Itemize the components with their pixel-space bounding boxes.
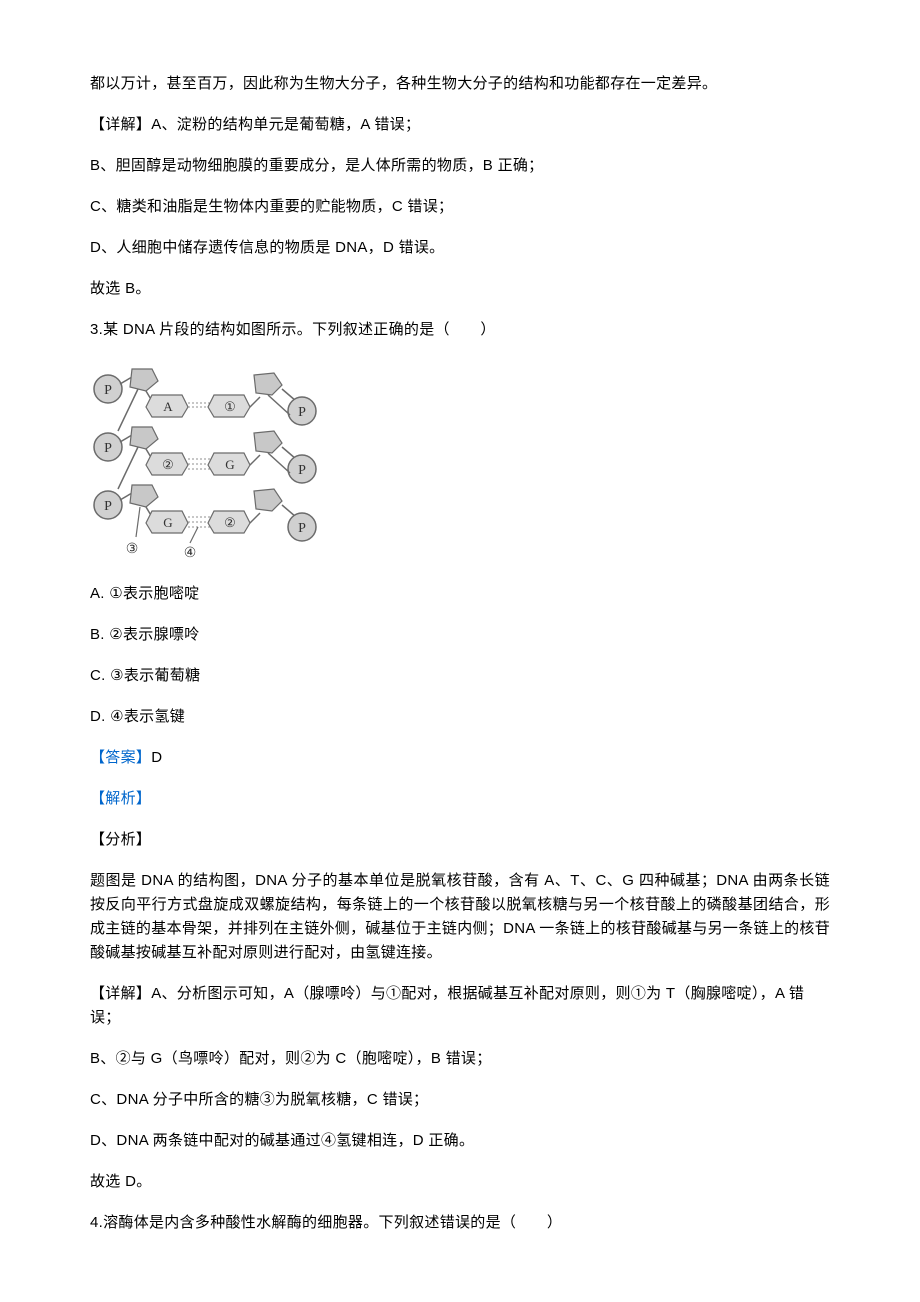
- label-G: G: [225, 457, 234, 472]
- dna-diagram: P A ① P P ② G P: [90, 359, 830, 564]
- option-c: C. ③表示葡萄糖: [90, 664, 830, 688]
- label-two: ②: [224, 515, 236, 530]
- label-P: P: [298, 463, 306, 478]
- answer-label: 【答案】: [90, 749, 151, 766]
- detail-paragraph: 故选 D。: [90, 1170, 830, 1194]
- detail-paragraph: B、②与 G（鸟嘌呤）配对，则②为 C（胞嘧啶），B 错误；: [90, 1047, 830, 1071]
- option-d: D. ④表示氢键: [90, 705, 830, 729]
- label-G: G: [163, 515, 172, 530]
- answer-value: D: [151, 749, 162, 766]
- paragraph: B、胆固醇是动物细胞膜的重要成分，是人体所需的物质，B 正确；: [90, 154, 830, 178]
- label-P: P: [298, 405, 306, 420]
- label-P: P: [104, 383, 112, 398]
- analysis-paragraph: 题图是 DNA 的结构图，DNA 分子的基本单位是脱氧核苷酸，含有 A、T、C、…: [90, 869, 830, 965]
- detail-paragraph: C、DNA 分子中所含的糖③为脱氧核糖，C 错误；: [90, 1088, 830, 1112]
- label-P: P: [104, 441, 112, 456]
- option-a: A. ①表示胞嘧啶: [90, 582, 830, 606]
- fenxi-heading: 【分析】: [90, 828, 830, 852]
- analysis-line: 【解析】: [90, 787, 830, 811]
- dna-structure-svg: P A ① P P ② G P: [90, 359, 322, 559]
- detail-paragraph: D、DNA 两条链中配对的碱基通过④氢键相连，D 正确。: [90, 1129, 830, 1153]
- answer-line: 【答案】D: [90, 746, 830, 770]
- label-two: ②: [162, 457, 174, 472]
- question-4: 4.溶酶体是内含多种酸性水解酶的细胞器。下列叙述错误的是（ ）: [90, 1211, 830, 1235]
- label-four: ④: [184, 546, 197, 559]
- analysis-label: 【解析】: [90, 790, 151, 807]
- paragraph: C、糖类和油脂是生物体内重要的贮能物质，C 错误；: [90, 195, 830, 219]
- paragraph: 【详解】A、淀粉的结构单元是葡萄糖，A 错误；: [90, 113, 830, 137]
- label-three: ③: [126, 542, 139, 557]
- paragraph: D、人细胞中储存遗传信息的物质是 DNA，D 错误。: [90, 236, 830, 260]
- question-3: 3.某 DNA 片段的结构如图所示。下列叙述正确的是（ ）: [90, 318, 830, 342]
- label-one: ①: [224, 399, 236, 414]
- label-A: A: [163, 399, 173, 414]
- label-P: P: [104, 499, 112, 514]
- option-b: B. ②表示腺嘌呤: [90, 623, 830, 647]
- detail-paragraph: 【详解】A、分析图示可知，A（腺嘌呤）与①配对，根据碱基互补配对原则，则①为 T…: [90, 982, 830, 1030]
- paragraph: 都以万计，甚至百万，因此称为生物大分子，各种生物大分子的结构和功能都存在一定差异…: [90, 72, 830, 96]
- label-P: P: [298, 521, 306, 536]
- paragraph: 故选 B。: [90, 277, 830, 301]
